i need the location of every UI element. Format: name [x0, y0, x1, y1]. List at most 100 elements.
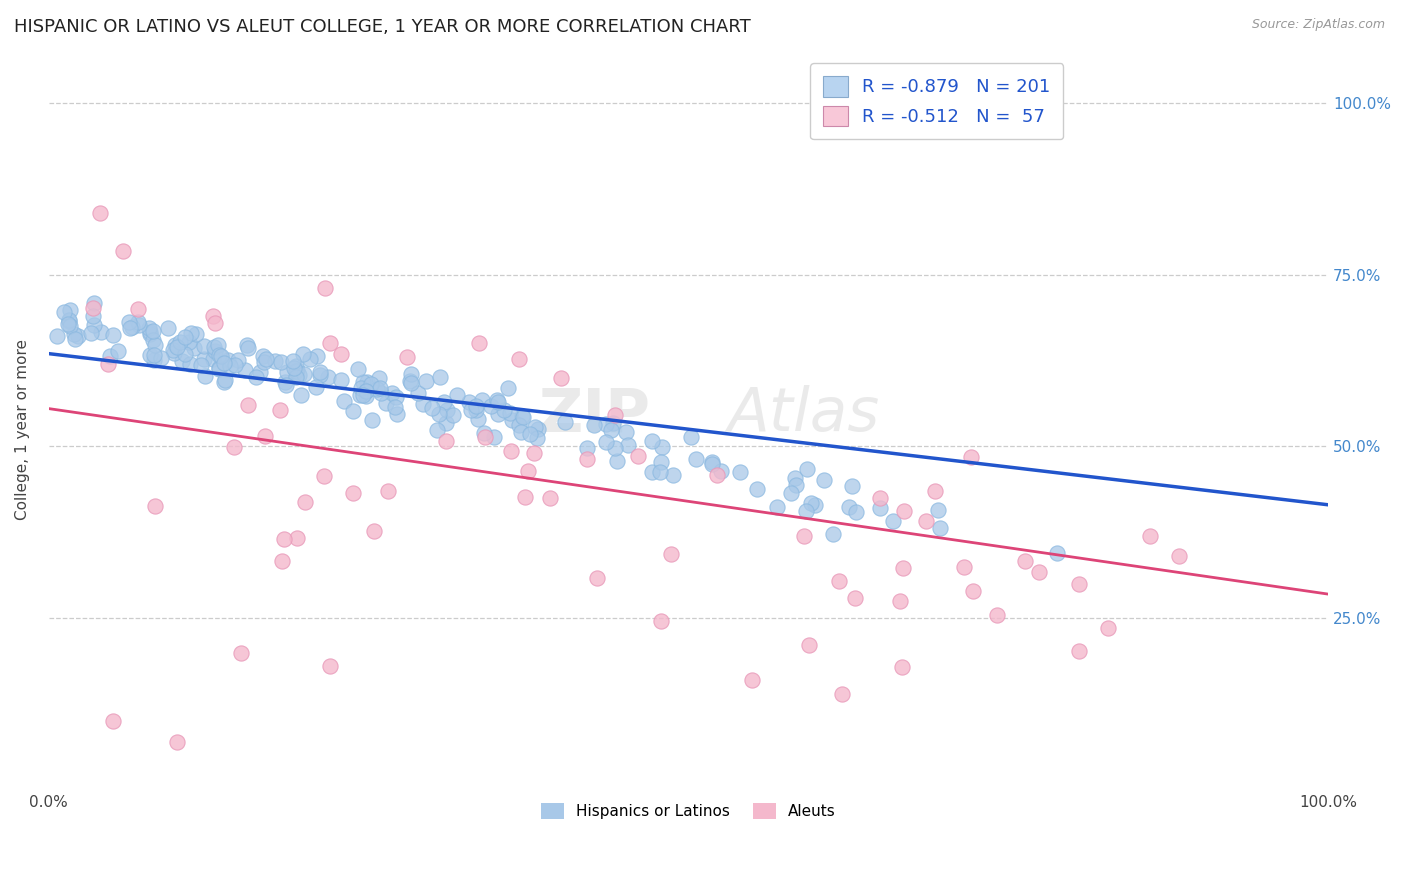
Point [285, 369, 308, 384]
Point [201, 351, 224, 366]
Point [82, 301, 104, 315]
Point [606, 454, 628, 468]
Point [550, 370, 572, 384]
Point [831, 687, 853, 701]
Point [66, 329, 89, 343]
Point [841, 478, 863, 492]
Point [395, 350, 418, 364]
Point [63, 326, 86, 341]
Point [575, 452, 598, 467]
Point [399, 368, 422, 382]
Point [127, 315, 149, 329]
Point [366, 382, 388, 396]
Point [229, 646, 252, 660]
Point [270, 554, 292, 568]
Point [222, 440, 245, 454]
Point [214, 373, 236, 387]
Point [429, 370, 451, 384]
Point [143, 348, 166, 362]
Point [651, 440, 673, 454]
Point [370, 386, 392, 401]
Point [869, 501, 891, 516]
Point [406, 385, 429, 400]
Point [208, 361, 231, 376]
Point [823, 527, 845, 541]
Point [354, 384, 377, 398]
Point [766, 500, 789, 514]
Point [800, 496, 823, 510]
Point [202, 340, 225, 354]
Point [356, 375, 378, 389]
Point [367, 371, 389, 385]
Point [585, 571, 607, 585]
Point [287, 363, 309, 377]
Point [426, 423, 449, 437]
Point [458, 394, 481, 409]
Point [65, 332, 87, 346]
Point [342, 486, 364, 500]
Point [139, 325, 162, 339]
Point [305, 379, 328, 393]
Point [245, 370, 267, 384]
Point [501, 443, 523, 458]
Point [582, 418, 605, 433]
Point [512, 409, 534, 424]
Point [540, 491, 562, 505]
Point [45, 329, 67, 343]
Point [82, 309, 104, 323]
Legend: Hispanics or Latinos, Aleuts: Hispanics or Latinos, Aleuts [534, 797, 842, 826]
Point [142, 325, 165, 339]
Point [468, 335, 491, 350]
Point [685, 451, 707, 466]
Point [59, 302, 82, 317]
Point [385, 407, 408, 421]
Point [460, 403, 482, 417]
Point [180, 326, 202, 340]
Point [446, 388, 468, 402]
Point [291, 346, 314, 360]
Point [52, 305, 75, 319]
Point [576, 442, 599, 456]
Y-axis label: College, 1 year or more: College, 1 year or more [15, 339, 30, 520]
Point [893, 504, 915, 518]
Point [465, 399, 488, 413]
Point [138, 321, 160, 335]
Point [494, 403, 516, 417]
Point [650, 455, 672, 469]
Point [641, 465, 664, 479]
Point [681, 430, 703, 444]
Point [741, 673, 763, 687]
Point [486, 407, 509, 421]
Point [139, 348, 162, 362]
Point [149, 351, 172, 365]
Point [142, 333, 165, 347]
Point [352, 388, 374, 402]
Point [889, 593, 911, 607]
Point [962, 583, 984, 598]
Point [190, 359, 212, 373]
Point [333, 393, 356, 408]
Point [986, 607, 1008, 622]
Point [828, 574, 851, 589]
Point [312, 468, 335, 483]
Point [118, 321, 141, 335]
Point [804, 499, 827, 513]
Point [118, 315, 141, 329]
Point [285, 364, 308, 378]
Point [1067, 644, 1090, 658]
Point [347, 361, 370, 376]
Point [330, 347, 353, 361]
Point [309, 368, 332, 382]
Point [960, 450, 983, 465]
Point [174, 347, 197, 361]
Point [785, 478, 807, 492]
Point [519, 426, 541, 441]
Point [914, 515, 936, 529]
Point [285, 368, 308, 383]
Point [508, 352, 530, 367]
Point [869, 491, 891, 505]
Point [274, 376, 297, 390]
Point [710, 464, 733, 478]
Point [796, 462, 818, 476]
Point [953, 560, 976, 574]
